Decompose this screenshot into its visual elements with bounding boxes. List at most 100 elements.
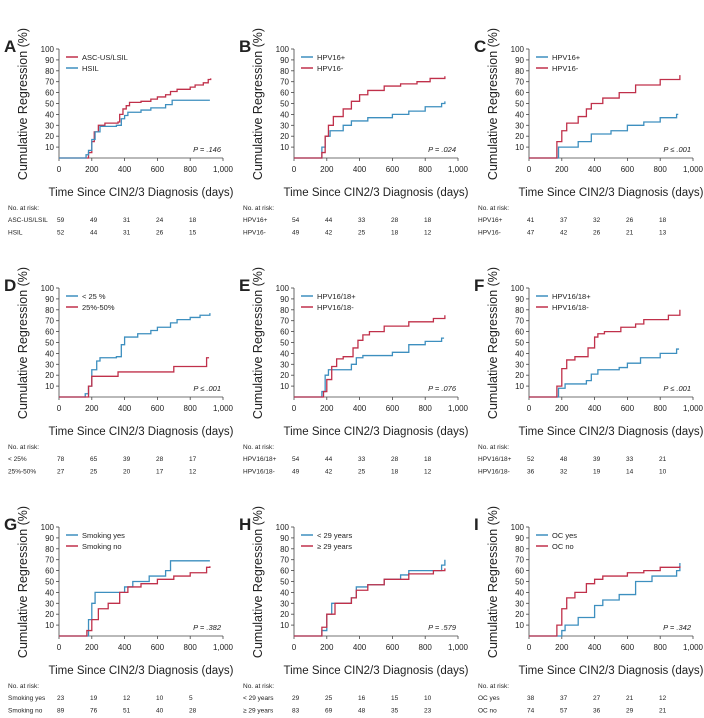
legend-entry: OC no <box>552 542 574 551</box>
risk-value: 33 <box>358 217 366 224</box>
legend-entry: HPV16/18+ <box>317 292 356 301</box>
y-axis-label: Cumulative Regression (%) <box>251 28 265 180</box>
x-tick-label: 1,000 <box>213 165 234 174</box>
x-tick-label: 600 <box>386 643 400 652</box>
risk-value: 25 <box>90 469 98 476</box>
y-tick-label: 80 <box>280 545 289 554</box>
legend-entry: HPV16- <box>317 64 344 73</box>
risk-value: 59 <box>57 217 65 224</box>
series-line-blue <box>294 101 446 159</box>
y-tick-label: 80 <box>515 67 524 76</box>
panel-label: D <box>4 276 16 295</box>
risk-value: 42 <box>325 469 333 476</box>
y-tick-label: 80 <box>515 306 524 315</box>
y-tick-label: 30 <box>45 121 54 130</box>
risk-row-label: HPV16- <box>243 230 266 237</box>
panel-label: H <box>239 515 251 534</box>
y-tick-label: 60 <box>280 89 289 98</box>
y-tick-label: 100 <box>511 45 525 54</box>
y-tick-label: 50 <box>515 578 524 587</box>
risk-value: 32 <box>560 469 568 476</box>
y-tick-label: 80 <box>45 67 54 76</box>
x-tick-label: 600 <box>151 404 165 413</box>
x-tick-label: 0 <box>527 643 532 652</box>
y-tick-label: 80 <box>280 306 289 315</box>
risk-table-header: No. at risk: <box>478 683 509 690</box>
legend-entry: Smoking no <box>82 542 122 551</box>
risk-row-label: HSIL <box>8 230 23 237</box>
risk-value: 36 <box>593 708 601 715</box>
x-tick-label: 200 <box>320 643 334 652</box>
y-tick-label: 70 <box>45 78 54 87</box>
series-line-red <box>294 568 446 637</box>
legend-entry: HPV16+ <box>317 53 346 62</box>
y-tick-label: 10 <box>515 382 524 391</box>
x-tick-label: 800 <box>419 165 433 174</box>
x-tick-label: 1,000 <box>448 404 469 413</box>
risk-row-label: Smoking no <box>8 708 43 715</box>
risk-value: 12 <box>659 695 667 702</box>
risk-value: 69 <box>325 708 333 715</box>
risk-row-label: HPV16- <box>478 230 501 237</box>
risk-value: 47 <box>527 230 535 237</box>
x-tick-label: 800 <box>184 643 198 652</box>
y-tick-label: 90 <box>515 56 524 65</box>
y-tick-label: 60 <box>45 567 54 576</box>
risk-value: 16 <box>358 695 366 702</box>
risk-value: 39 <box>593 456 601 463</box>
y-tick-label: 90 <box>280 534 289 543</box>
legend-entry: HPV16/18- <box>317 303 354 312</box>
risk-value: 18 <box>391 469 399 476</box>
x-tick-label: 200 <box>555 643 569 652</box>
legend-entry: HPV16/18- <box>552 303 589 312</box>
panel-label: F <box>474 276 484 295</box>
risk-row-label: 25%-50% <box>8 469 36 476</box>
risk-value: 44 <box>90 230 98 237</box>
risk-value: 10 <box>424 695 432 702</box>
risk-value: 29 <box>292 695 300 702</box>
risk-table-header: No. at risk: <box>478 205 509 212</box>
y-tick-label: 40 <box>45 349 54 358</box>
risk-value: 26 <box>156 230 164 237</box>
x-axis-label: Time Since CIN2/3 Diagnosis (days) <box>519 426 704 438</box>
p-value: P ≤ .001 <box>193 384 221 393</box>
y-tick-label: 90 <box>45 295 54 304</box>
risk-value: 35 <box>391 708 399 715</box>
risk-table-header: No. at risk: <box>8 205 39 212</box>
legend-entry: HPV16- <box>552 64 579 73</box>
y-tick-label: 20 <box>280 371 289 380</box>
risk-value: 40 <box>156 708 164 715</box>
x-tick-label: 0 <box>57 404 62 413</box>
x-tick-label: 800 <box>654 643 668 652</box>
legend-entry: 25%-50% <box>82 303 115 312</box>
x-tick-label: 600 <box>151 643 165 652</box>
y-tick-label: 100 <box>276 523 290 532</box>
risk-value: 44 <box>325 217 333 224</box>
risk-value: 31 <box>123 217 131 224</box>
risk-table-header: No. at risk: <box>478 444 509 451</box>
legend-entry: < 29 years <box>317 531 352 540</box>
x-tick-label: 400 <box>118 404 132 413</box>
y-tick-label: 100 <box>41 523 55 532</box>
risk-value: 18 <box>424 456 432 463</box>
x-axis-label: Time Since CIN2/3 Diagnosis (days) <box>284 665 469 677</box>
x-tick-label: 1,000 <box>683 165 704 174</box>
risk-value: 12 <box>424 230 432 237</box>
risk-value: 49 <box>292 230 300 237</box>
risk-value: 37 <box>560 217 568 224</box>
y-axis-label: Cumulative Regression (%) <box>486 267 500 419</box>
y-tick-label: 70 <box>515 78 524 87</box>
y-tick-label: 50 <box>45 339 54 348</box>
y-tick-label: 50 <box>515 339 524 348</box>
x-tick-label: 200 <box>85 165 99 174</box>
p-value: P = .024 <box>428 145 456 154</box>
risk-value: 74 <box>527 708 535 715</box>
x-tick-label: 600 <box>621 643 635 652</box>
risk-value: 32 <box>593 217 601 224</box>
risk-value: 13 <box>659 230 667 237</box>
risk-value: 44 <box>325 456 333 463</box>
y-tick-label: 10 <box>515 621 524 630</box>
y-tick-label: 70 <box>45 556 54 565</box>
